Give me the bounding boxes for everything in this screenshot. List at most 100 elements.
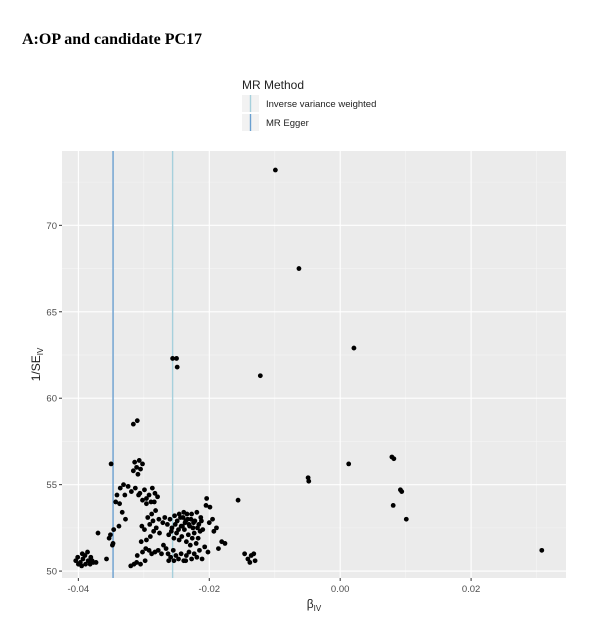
data-point xyxy=(155,547,161,553)
x-tick-label: 0.02 xyxy=(462,584,481,595)
data-point xyxy=(247,560,253,565)
data-point xyxy=(178,551,184,557)
data-point xyxy=(197,528,203,534)
data-point xyxy=(151,528,157,534)
data-point xyxy=(399,489,405,494)
data-point xyxy=(174,364,180,370)
data-point xyxy=(252,558,258,564)
data-point xyxy=(179,534,185,539)
data-point xyxy=(306,478,312,484)
data-point xyxy=(117,501,122,507)
data-point xyxy=(130,421,136,427)
legend-title: MR Method xyxy=(242,78,304,92)
data-point xyxy=(403,516,409,522)
x-axis-title: βIV xyxy=(307,597,322,613)
data-point xyxy=(168,528,174,534)
data-point xyxy=(183,553,189,558)
data-point xyxy=(173,553,179,558)
data-point xyxy=(257,373,263,379)
axes: -0.04 -0.02 0.00 0.02 50 55 60 65 70 βIV 1/SEIV xyxy=(29,221,480,613)
data-point xyxy=(187,523,193,529)
data-point xyxy=(161,542,166,548)
legend-label: Inverse variance weighted xyxy=(266,99,376,110)
data-point xyxy=(172,513,177,519)
data-point xyxy=(117,485,123,491)
data-point xyxy=(191,551,197,557)
data-point xyxy=(183,539,189,545)
data-point xyxy=(183,558,189,564)
data-point xyxy=(122,492,128,498)
data-point xyxy=(85,549,90,555)
data-point xyxy=(144,496,149,501)
data-point xyxy=(136,492,141,498)
data-point xyxy=(167,516,173,522)
data-point xyxy=(146,492,152,498)
data-point xyxy=(539,547,545,553)
data-point xyxy=(163,546,169,552)
y-tick-label: 65 xyxy=(46,307,57,318)
data-point xyxy=(145,515,151,520)
data-point xyxy=(176,527,181,532)
data-point xyxy=(147,534,153,539)
data-point xyxy=(210,516,215,522)
data-points xyxy=(73,167,545,569)
data-point xyxy=(139,523,145,529)
y-tick-label: 50 xyxy=(46,567,57,578)
data-point xyxy=(144,501,149,507)
data-point xyxy=(207,504,213,510)
data-point xyxy=(132,485,138,491)
data-point xyxy=(93,560,99,565)
data-point xyxy=(142,527,147,532)
data-point xyxy=(149,511,155,517)
data-point xyxy=(194,509,200,515)
data-point xyxy=(151,499,157,505)
data-point xyxy=(222,541,228,546)
watermark: 知乎 @涂涂 xyxy=(518,615,592,632)
data-point xyxy=(123,516,128,522)
data-point xyxy=(214,525,219,531)
plot-panel xyxy=(62,151,566,578)
data-point xyxy=(135,471,141,477)
data-point xyxy=(138,539,144,545)
data-point xyxy=(191,520,196,526)
y-axis-title: 1/SEIV xyxy=(29,347,45,381)
data-point xyxy=(160,520,166,526)
data-point xyxy=(202,544,208,550)
data-point xyxy=(144,537,149,543)
x-tick-label: -0.04 xyxy=(68,584,90,595)
data-point xyxy=(140,497,145,503)
data-point xyxy=(106,535,112,541)
data-point xyxy=(164,522,170,527)
data-point xyxy=(75,554,81,560)
data-point xyxy=(189,535,195,541)
data-point xyxy=(119,509,125,515)
data-point xyxy=(155,494,160,500)
data-point xyxy=(140,461,145,467)
data-point xyxy=(189,511,195,517)
data-point xyxy=(83,561,88,567)
data-point xyxy=(170,356,176,361)
data-point xyxy=(111,527,117,532)
data-point xyxy=(193,541,199,546)
data-point xyxy=(128,563,134,569)
data-point xyxy=(108,461,114,467)
data-point xyxy=(114,492,120,498)
data-point xyxy=(134,560,140,565)
legend: MR Method Inverse variance weighted MR Egg… xyxy=(242,78,376,131)
data-point xyxy=(170,547,176,553)
data-point xyxy=(251,551,257,557)
data-point xyxy=(79,563,85,569)
data-point xyxy=(82,553,88,558)
data-point xyxy=(195,525,200,531)
y-tick-label: 60 xyxy=(46,394,57,405)
data-point xyxy=(185,532,191,538)
data-point xyxy=(171,535,177,541)
data-point xyxy=(132,459,138,465)
data-point xyxy=(157,530,162,536)
data-point xyxy=(216,546,221,552)
figure-title: A:OP and candidate PC17 xyxy=(22,31,203,48)
legend-label: MR Egger xyxy=(266,118,309,129)
data-point xyxy=(134,464,140,470)
data-point xyxy=(185,516,191,522)
